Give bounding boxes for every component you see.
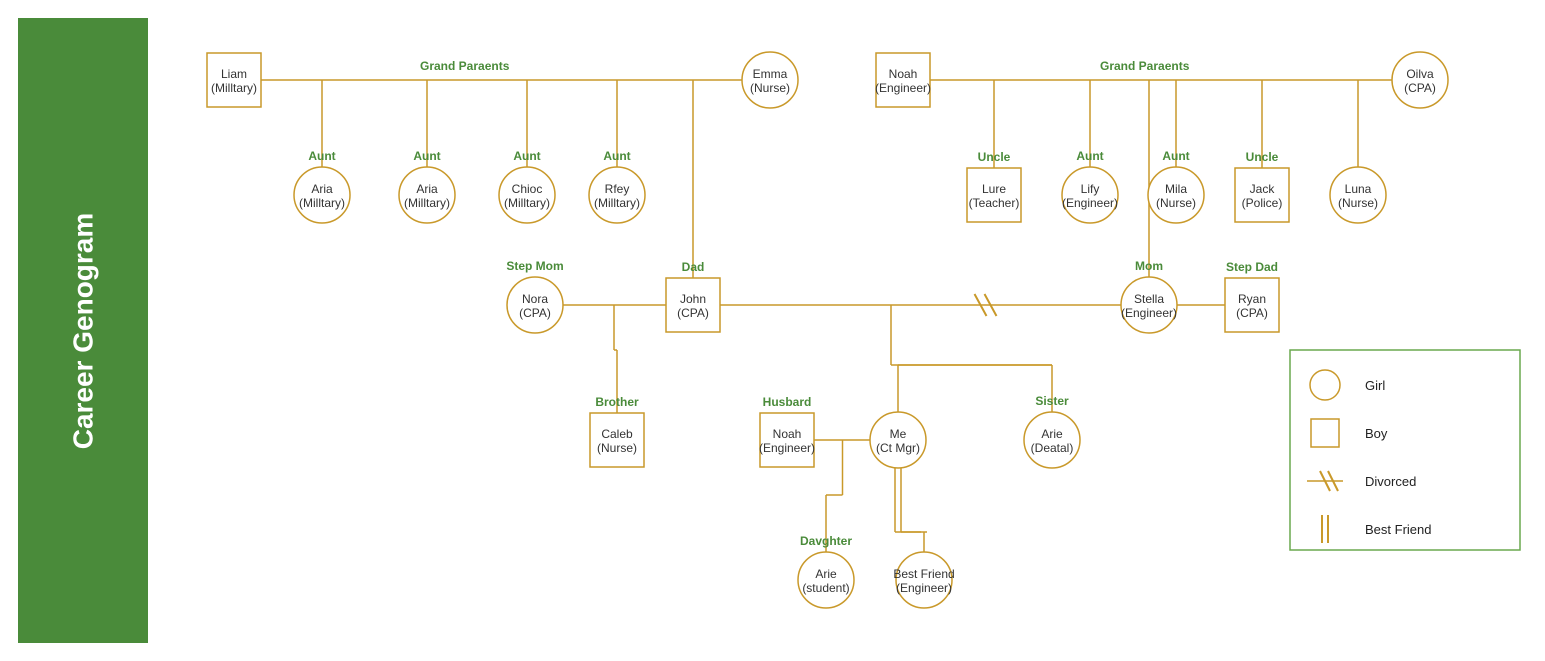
person-name: Nora (522, 292, 548, 306)
person-name: Me (890, 427, 907, 441)
relationship-label: Aunt (603, 149, 630, 163)
relationship-label: Aunt (1162, 149, 1189, 163)
person-name: Stella (1134, 292, 1164, 306)
person-job: (Engineer) (1062, 196, 1118, 210)
person-job: (CPA) (519, 306, 551, 320)
person-name: Luna (1345, 182, 1372, 196)
relationship-label: Uncle (1246, 150, 1279, 164)
person-name: Noah (889, 67, 918, 81)
person-name: Jack (1250, 182, 1276, 196)
person-name: Caleb (601, 427, 633, 441)
person-job: (CPA) (1404, 81, 1436, 95)
person-name: John (680, 292, 706, 306)
relationship-label: Aunt (413, 149, 440, 163)
person-job: (CPA) (1236, 306, 1268, 320)
person-job: (Milltary) (299, 196, 345, 210)
person-name: Noah (773, 427, 802, 441)
person-job: (Milltary) (404, 196, 450, 210)
person-name: Emma (753, 67, 788, 81)
relationship-label: Step Dad (1226, 260, 1278, 274)
person-name: Chioc (512, 182, 543, 196)
relationship-label: Sister (1035, 394, 1069, 408)
person-job: (Deatal) (1031, 441, 1074, 455)
relationship-label: Grand Paraents (420, 59, 510, 73)
relationship-label: Step Mom (506, 259, 563, 273)
legend-label: Divorced (1365, 474, 1416, 489)
legend-label: Boy (1365, 426, 1388, 441)
person-name: Lify (1081, 182, 1100, 196)
person-job: (Milltary) (594, 196, 640, 210)
relationship-label: Aunt (308, 149, 335, 163)
legend-label: Girl (1365, 378, 1385, 393)
relationship-label: Husbard (763, 395, 812, 409)
person-job: (Engineer) (759, 441, 815, 455)
person-job: (Engineer) (896, 581, 952, 595)
person-job: (Nurse) (597, 441, 637, 455)
person-job: (Engineer) (875, 81, 931, 95)
person-name: Ryan (1238, 292, 1266, 306)
person-name: Oilva (1406, 67, 1434, 81)
person-job: (Police) (1242, 196, 1283, 210)
person-job: (student) (802, 581, 849, 595)
relationship-label: Brother (595, 395, 639, 409)
person-name: Rfey (605, 182, 630, 196)
relationship-label: Davghter (800, 534, 852, 548)
person-name: Liam (221, 67, 247, 81)
person-job: (CPA) (677, 306, 709, 320)
legend-label: Best Friend (1365, 522, 1431, 537)
person-job: (Nurse) (1156, 196, 1196, 210)
person-job: (Ct Mgr) (876, 441, 920, 455)
person-job: (Nurse) (750, 81, 790, 95)
legend-box (1290, 350, 1520, 550)
relationship-label: Dad (682, 260, 705, 274)
person-name: Arie (1041, 427, 1063, 441)
person-job: (Nurse) (1338, 196, 1378, 210)
relationship-label: Aunt (1076, 149, 1103, 163)
person-name: Best Friend (893, 567, 954, 581)
person-job: (Milltary) (504, 196, 550, 210)
relationship-label: Grand Paraents (1100, 59, 1190, 73)
person-name: Lure (982, 182, 1006, 196)
person-name: Arie (815, 567, 837, 581)
person-job: (Milltary) (211, 81, 257, 95)
relationship-label: Aunt (513, 149, 540, 163)
person-job: (Engineer) (1121, 306, 1177, 320)
relationship-label: Uncle (978, 150, 1011, 164)
relationship-label: Mom (1135, 259, 1163, 273)
person-name: Aria (311, 182, 333, 196)
person-name: Mila (1165, 182, 1187, 196)
person-job: (Teacher) (969, 196, 1020, 210)
person-name: Aria (416, 182, 438, 196)
